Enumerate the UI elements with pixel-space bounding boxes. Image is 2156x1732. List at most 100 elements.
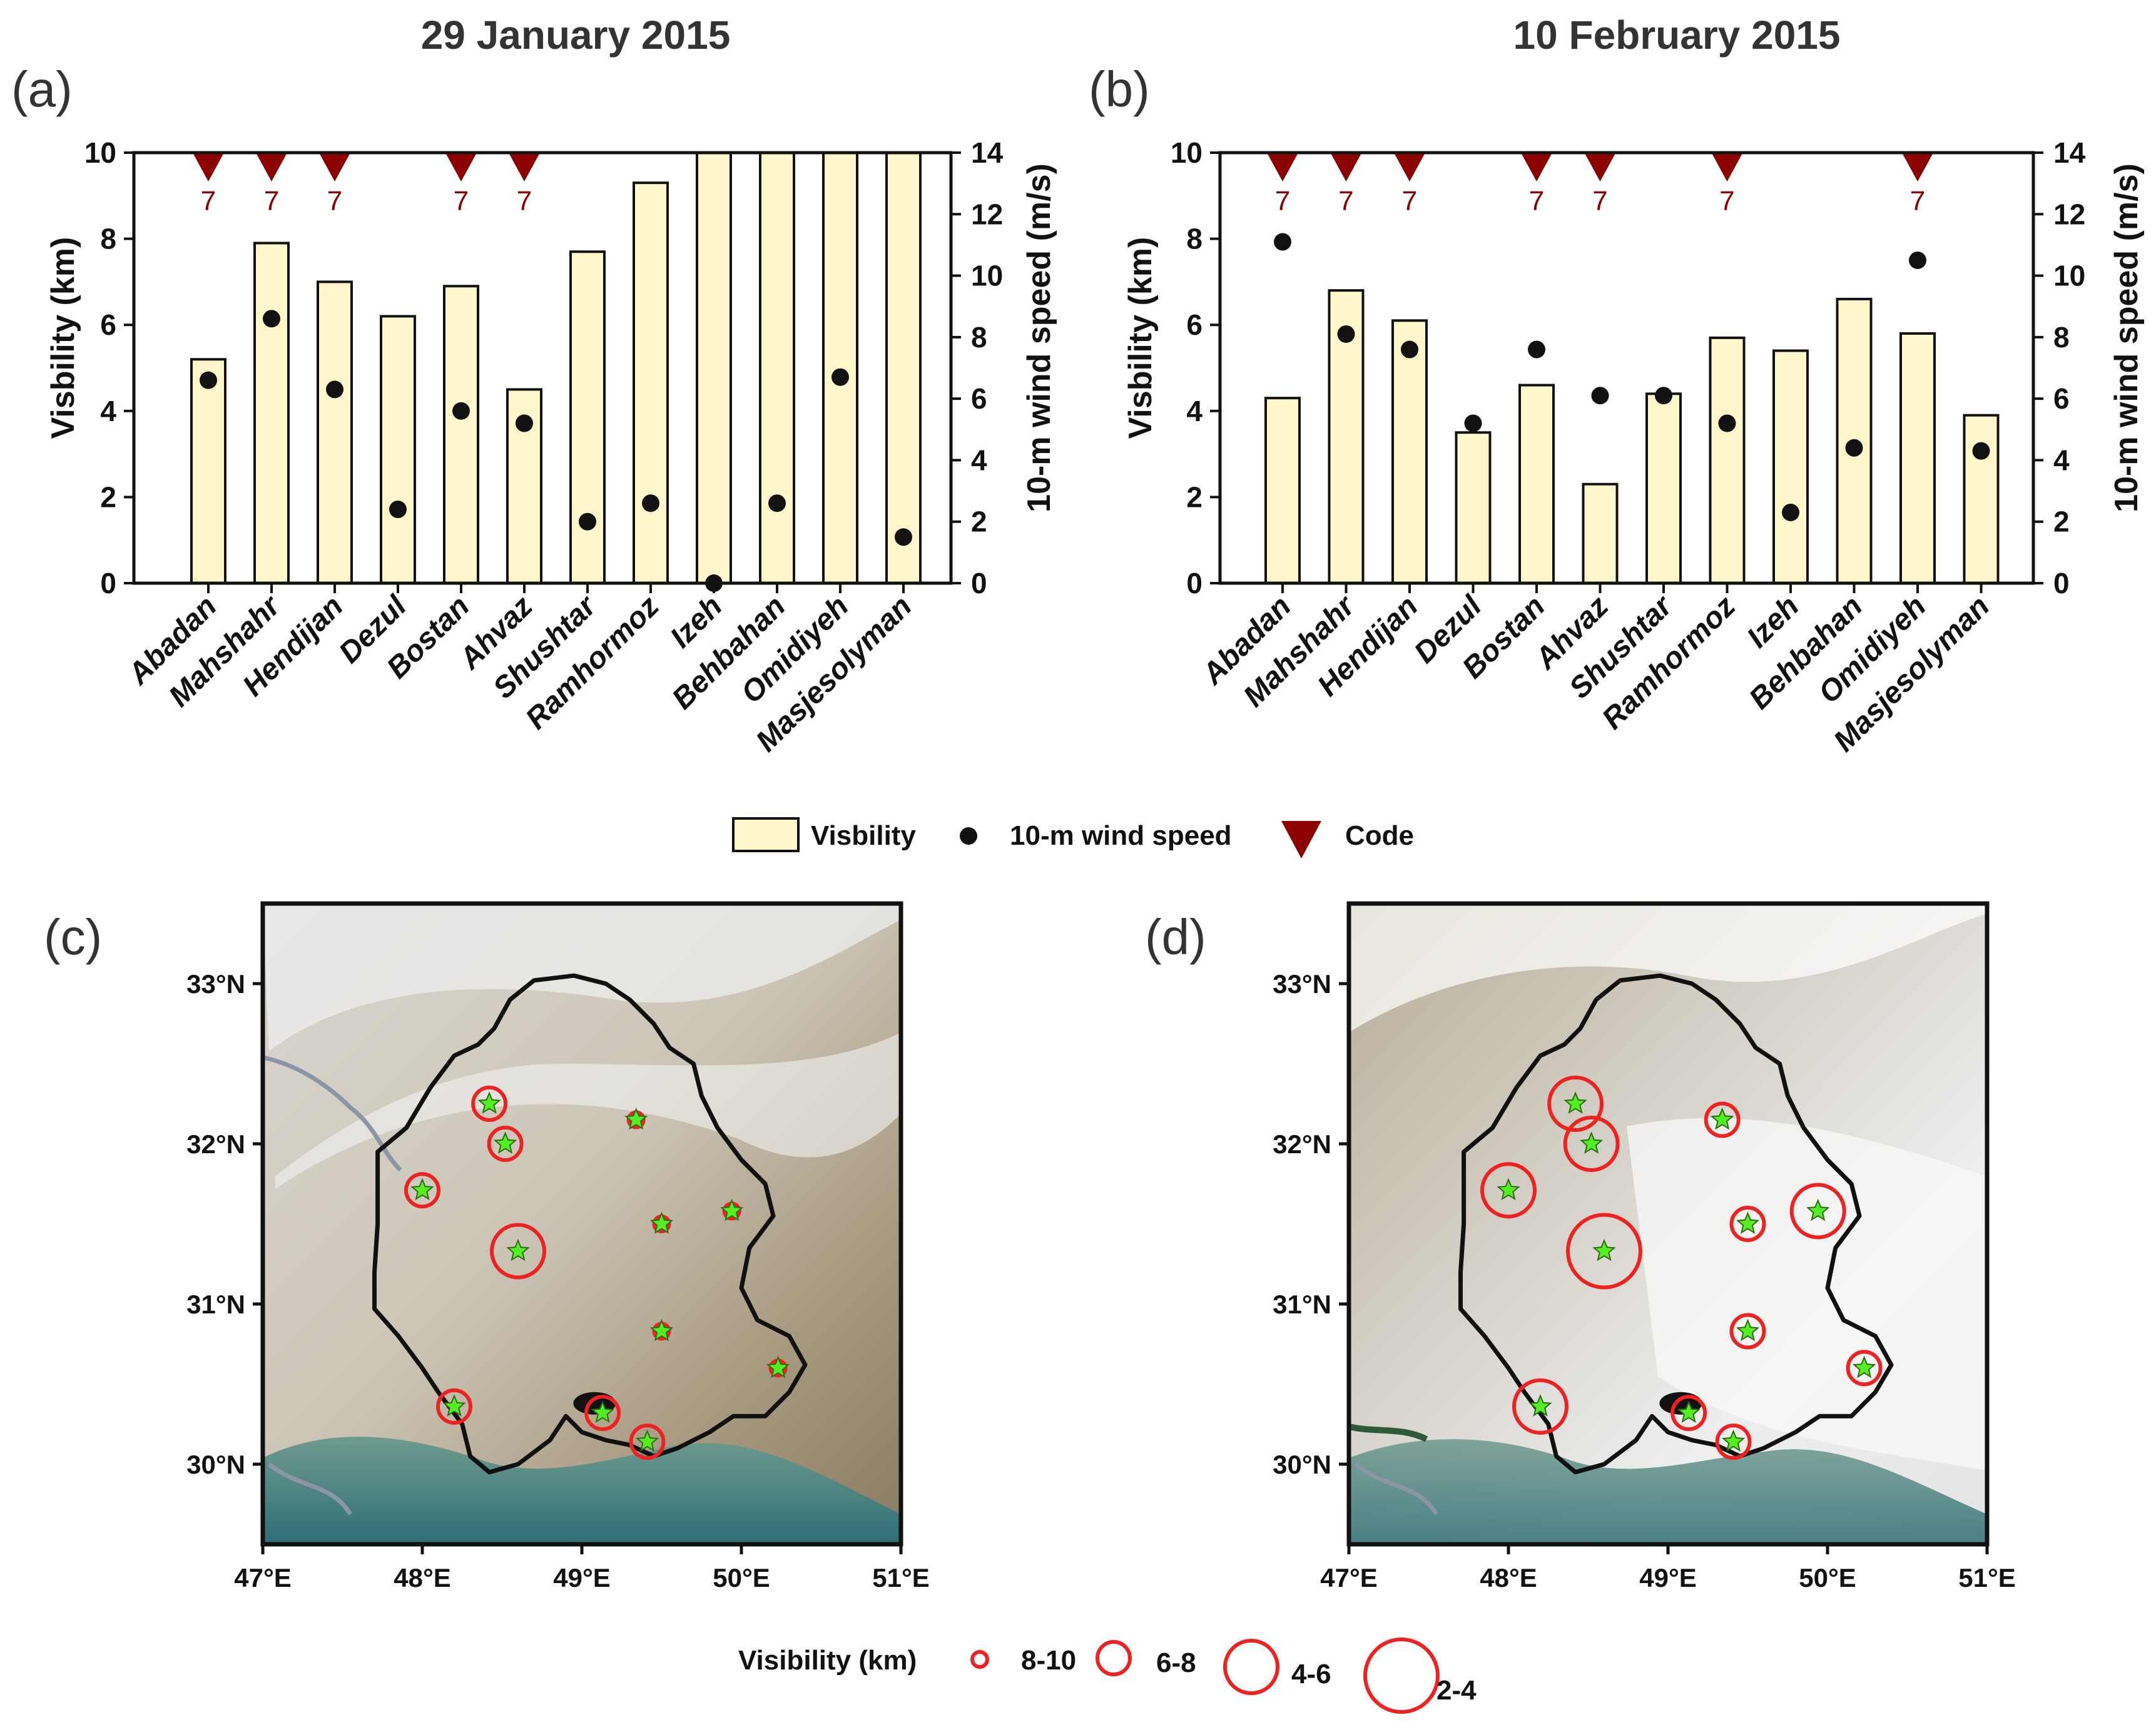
panel-a-bar-izeh [696,151,732,584]
legend-tri-label: Code [1345,820,1414,851]
panel-a-ytick-label: 2 [100,481,116,513]
panel-a-code-label-bostan: 7 [454,186,469,216]
panel-d-xtick-label: 47°E [1320,1563,1378,1592]
panel-b-wind-dot-ramhormoz [1718,414,1736,432]
panel-d-station-star-icon [1711,1107,1734,1130]
panel-a-wind-dot-mahshahr [263,310,280,328]
panel-d-station-star-icon [1736,1318,1760,1342]
legend-dot-swatch [960,827,977,845]
panel-b-wind-dot-ahvaz [1591,387,1609,405]
panel-a-code-marker-abadan [193,154,223,181]
panel-a-code-label-mahshahr: 7 [264,186,279,216]
panel-c-yticks: 30°N 31°N 32°N 33°N [186,969,263,1479]
panel-a-wind-dot-ahvaz [516,414,533,432]
panel-a-wind-dot-dezul [389,501,407,519]
panel-a-y2tick-label: 10 [971,260,1003,292]
panel-b-bars [1264,289,2000,585]
panel-b-code-marker-ahvaz [1585,154,1615,181]
panel-a-ytick-label: 0 [100,567,116,599]
panel-b-code-label-bostan: 7 [1529,186,1544,216]
panel-d-ytick-label: 31°N [1273,1290,1331,1319]
panel-a-code-marker-mahshahr [257,154,287,181]
legend-triangle-icon [1281,821,1321,858]
legend-bar-label: Visbility [811,820,916,851]
legend-class-4-6: 4-6 [1291,1659,1331,1689]
panel-b-codes: 7 7 7 7 7 7 7 [1268,154,1933,216]
panel-a-label: (a) [11,61,73,117]
panel-d-station-star-icon [1736,1211,1760,1234]
panel-b-bar-izeh [1772,349,1809,584]
panel-d-station-star-icon [1564,1091,1587,1114]
panel-d-visibility-circle [1480,1162,1537,1219]
panel-c-visibility-circle [584,1395,621,1432]
panel-c-station-star-icon [477,1091,501,1114]
panel-a-bar-behbahan [759,151,795,584]
panel-b-code-marker-hendijan [1395,154,1425,181]
panel-b-code-label-mahshahr: 7 [1338,186,1353,216]
panel-a-wind-dot-omidiyeh [831,368,849,386]
panel-b-bar-shushtar [1645,392,1682,585]
panel-d-visibility-circle [1566,1213,1642,1290]
panel-b-wind-dot-behbahan [1845,439,1863,457]
panel-c-coast [267,1462,352,1516]
panel-a-xticks: AbadanMahshahrHendijanDezulBostanAhvazSh… [121,583,918,758]
panel-a-codes: 7 7 7 7 7 [193,154,539,216]
panel-b-yticks: 0 2 4 6 8 10 [1171,136,1220,599]
panel-b-ylabel: Visbility (km) [1122,237,1159,439]
panel-c-visibility-circle [629,1424,666,1460]
legend-circle-2-4 [1363,1638,1440,1714]
panel-a-ytick-label: 8 [100,223,116,255]
panel-d-ytick-label: 30°N [1273,1450,1331,1479]
panel-d-visibility-circle [1563,1116,1620,1172]
panel-c-station-star-icon [506,1238,530,1261]
panel-b-ytick-label: 6 [1186,308,1203,341]
panel-a-ytick-label: 10 [84,136,116,169]
panel-d-xtick-label: 51°E [1958,1563,2016,1592]
panel-d-coast [1353,1462,1438,1516]
panel-b-code-label-ahvaz: 7 [1592,186,1607,216]
panel-a-bars [190,151,922,585]
legend-dot-label: 10-m wind speed [1010,820,1232,851]
panel-a-ylabel: Visbility (km) [45,237,81,439]
legend-bar-swatch [732,817,800,852]
panel-a: 29 January 2015 (a) Visbility (km) 10-m … [11,13,1057,758]
panel-d-ytick-label: 32°N [1273,1129,1331,1159]
panel-a-y2tick-label: 12 [971,198,1003,230]
panel-c-label: (c) [44,909,102,965]
panel-c-station-star-icon [493,1131,517,1154]
panel-c-visibility-circle [436,1388,472,1425]
panel-d-station-star-icon [1721,1429,1746,1452]
legend-bottom: Visibility (km) 8-10 6-8 4-6 2-4 [738,1638,1477,1714]
panel-b-y2ticks: 0 2 4 6 8 10 12 14 [2033,136,2086,599]
panel-a-bar-hendijan [317,280,353,584]
panel-b-wind-dot-hendijan [1401,340,1418,359]
panel-d-stations [1480,1076,1883,1460]
panel-b-y2tick-label: 6 [2053,382,2070,415]
panel-c-khuzestan-border [372,973,808,1475]
panel-c-xtick-label: 51°E [872,1563,930,1592]
panel-b-y2tick-label: 10 [2053,260,2085,292]
panel-b-code-marker-bostan [1522,154,1552,181]
panel-a-code-label-hendijan: 7 [327,186,342,216]
panel-d-xtick-label: 50°E [1799,1563,1856,1592]
panel-d-station-star-icon [1528,1394,1552,1417]
panel-b-ytick-label: 4 [1186,395,1203,427]
panel-a-bar-omidiyeh [822,151,858,584]
panel-d-visibility-circle [1715,1424,1752,1460]
legend-class-2-4: 2-4 [1436,1675,1477,1706]
panel-d-cloud-band [1627,1118,1987,1470]
panel-b-label: (b) [1089,61,1150,117]
panel-d-cloud [1349,904,1987,1032]
panel-c-visibility-circle [490,1223,546,1280]
panel-a-code-marker-bostan [446,154,476,181]
panel-b-wind-dot-mahshahr [1337,325,1355,343]
legend-class-6-8: 6-8 [1156,1648,1196,1678]
panel-b-wind-dot-shushtar [1655,387,1672,405]
panel-b-y2tick-label: 8 [2053,321,2070,354]
panel-c-visibility-circle [487,1126,524,1162]
panel-a-title: 29 January 2015 [421,13,731,58]
panel-c-xtick-label: 49°E [553,1563,611,1592]
panel-b-ytick-label: 0 [1186,567,1203,599]
panel-b-ytick-label: 2 [1186,481,1203,513]
